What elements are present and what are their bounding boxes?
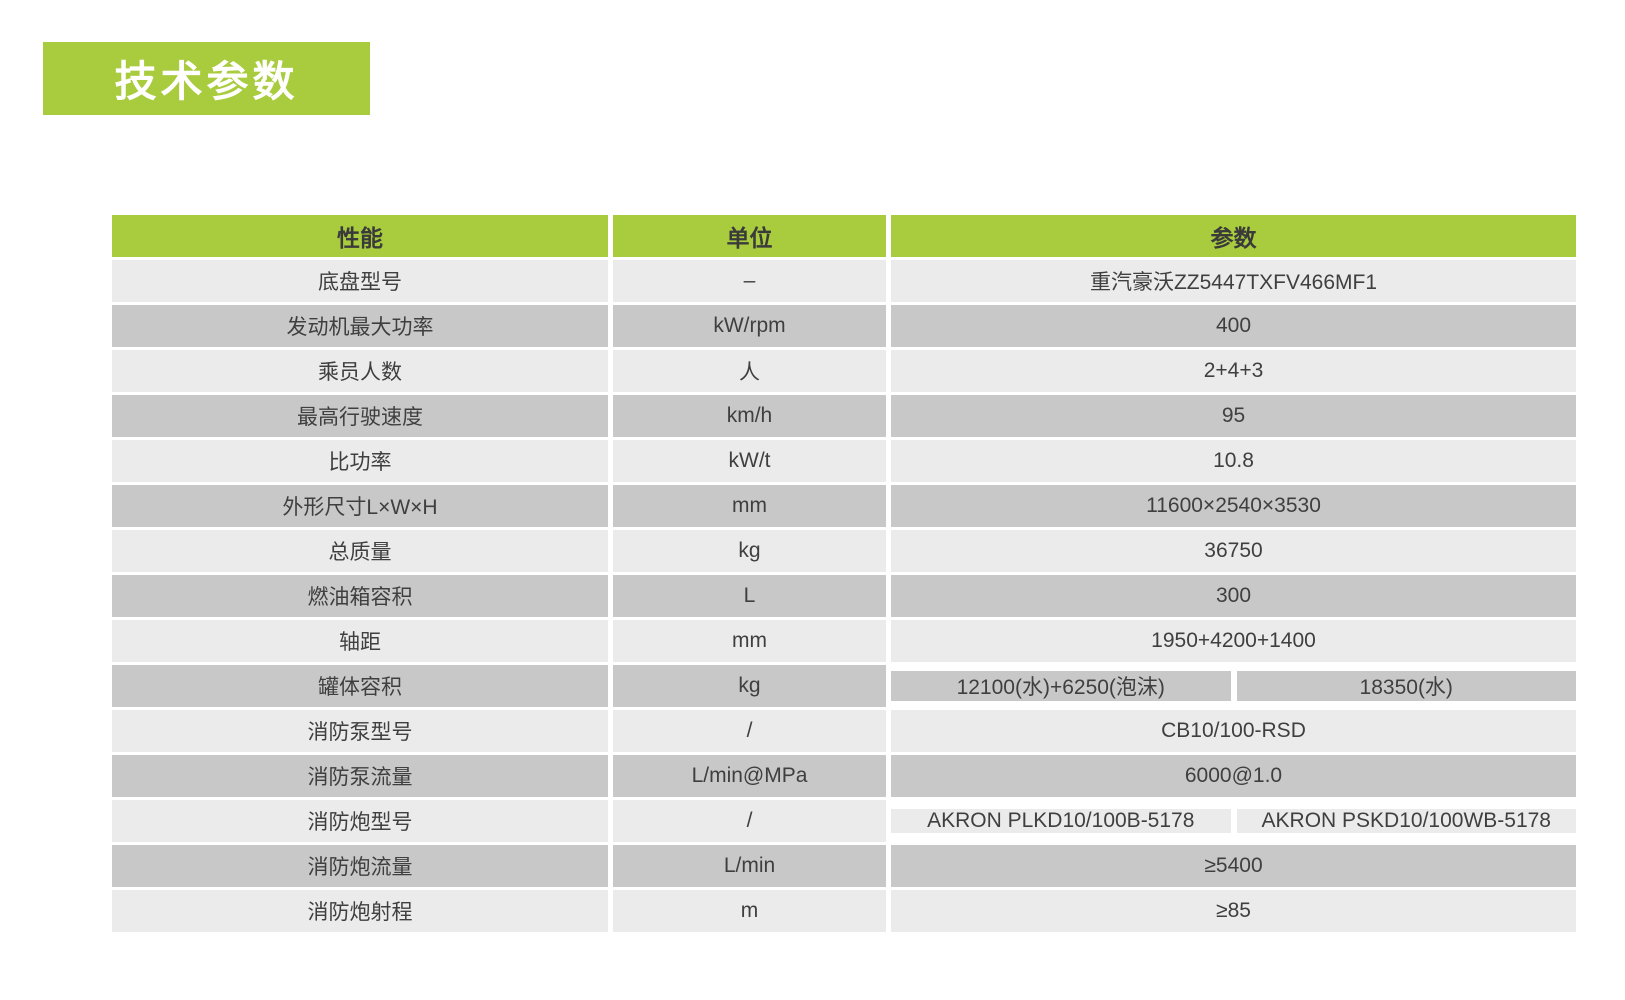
cell-value-right: 18350(水) (1236, 671, 1576, 701)
table-row: 乘员人数 人 2+4+3 (112, 350, 1576, 392)
cell-value-left: AKRON PLKD10/100B-5178 (891, 809, 1231, 833)
table-row: 消防炮流量 L/min ≥5400 (112, 845, 1576, 887)
table-row: 总质量 kg 36750 (112, 530, 1576, 572)
cell-unit: 人 (613, 350, 886, 392)
cell-value: 95 (891, 395, 1576, 437)
cell-performance: 燃油箱容积 (112, 575, 608, 617)
spec-table: 性能 单位 参数 底盘型号 – 重汽豪沃ZZ5447TXFV466MF1 发动机… (112, 215, 1576, 932)
table-body: 底盘型号 – 重汽豪沃ZZ5447TXFV466MF1 发动机最大功率 kW/r… (112, 260, 1576, 932)
cell-unit: L/min@MPa (613, 755, 886, 797)
cell-performance: 最高行驶速度 (112, 395, 608, 437)
cell-performance: 轴距 (112, 620, 608, 662)
cell-unit: kW/t (613, 440, 886, 482)
cell-performance: 底盘型号 (112, 260, 608, 302)
table-row: 比功率 kW/t 10.8 (112, 440, 1576, 482)
table-row: 燃油箱容积 L 300 (112, 575, 1576, 617)
cell-value: 2+4+3 (891, 350, 1576, 392)
cell-value: 重汽豪沃ZZ5447TXFV466MF1 (891, 260, 1576, 302)
cell-performance: 消防炮型号 (112, 800, 608, 842)
cell-value: 10.8 (891, 440, 1576, 482)
cell-value-split: AKRON PLKD10/100B-5178 AKRON PSKD10/100W… (891, 800, 1576, 842)
header-parameter: 参数 (891, 215, 1576, 257)
header-performance: 性能 (112, 215, 608, 257)
cell-value: 36750 (891, 530, 1576, 572)
table-row: 发动机最大功率 kW/rpm 400 (112, 305, 1576, 347)
table-row: 底盘型号 – 重汽豪沃ZZ5447TXFV466MF1 (112, 260, 1576, 302)
cell-unit: mm (613, 485, 886, 527)
cell-unit: m (613, 890, 886, 932)
cell-value-left: 12100(水)+6250(泡沫) (891, 671, 1231, 701)
cell-value: 400 (891, 305, 1576, 347)
page-title: 技术参数 (114, 58, 299, 105)
table-row: 外形尺寸L×W×H mm 11600×2540×3530 (112, 485, 1576, 527)
cell-performance: 比功率 (112, 440, 608, 482)
table-row: 消防泵流量 L/min@MPa 6000@1.0 (112, 755, 1576, 797)
header-unit: 单位 (613, 215, 886, 257)
cell-value: ≥85 (891, 890, 1576, 932)
cell-performance: 总质量 (112, 530, 608, 572)
cell-value: 11600×2540×3530 (891, 485, 1576, 527)
cell-unit: kg (613, 665, 886, 707)
cell-performance: 消防炮射程 (112, 890, 608, 932)
cell-value: 1950+4200+1400 (891, 620, 1576, 662)
cell-unit: / (613, 710, 886, 752)
cell-performance: 消防泵流量 (112, 755, 608, 797)
cell-value-right: AKRON PSKD10/100WB-5178 (1236, 809, 1576, 833)
cell-performance: 乘员人数 (112, 350, 608, 392)
table-header-row: 性能 单位 参数 (112, 215, 1576, 257)
cell-value-split: 12100(水)+6250(泡沫) 18350(水) (891, 665, 1576, 707)
cell-performance: 消防泵型号 (112, 710, 608, 752)
cell-unit: km/h (613, 395, 886, 437)
cell-unit: mm (613, 620, 886, 662)
cell-value: 300 (891, 575, 1576, 617)
cell-performance: 罐体容积 (112, 665, 608, 707)
cell-performance: 发动机最大功率 (112, 305, 608, 347)
table-row: 罐体容积 kg 12100(水)+6250(泡沫) 18350(水) (112, 665, 1576, 707)
cell-performance: 外形尺寸L×W×H (112, 485, 608, 527)
cell-value: ≥5400 (891, 845, 1576, 887)
table-row: 消防泵型号 / CB10/100-RSD (112, 710, 1576, 752)
cell-unit: L (613, 575, 886, 617)
cell-unit: – (613, 260, 886, 302)
page-title-banner: 技术参数 (43, 42, 370, 115)
table-row: 消防炮型号 / AKRON PLKD10/100B-5178 AKRON PSK… (112, 800, 1576, 842)
cell-performance: 消防炮流量 (112, 845, 608, 887)
cell-value: 6000@1.0 (891, 755, 1576, 797)
cell-unit: kW/rpm (613, 305, 886, 347)
cell-unit: L/min (613, 845, 886, 887)
cell-unit: / (613, 800, 886, 842)
table-row: 最高行驶速度 km/h 95 (112, 395, 1576, 437)
cell-unit: kg (613, 530, 886, 572)
table-row: 消防炮射程 m ≥85 (112, 890, 1576, 932)
cell-value: CB10/100-RSD (891, 710, 1576, 752)
table-row: 轴距 mm 1950+4200+1400 (112, 620, 1576, 662)
